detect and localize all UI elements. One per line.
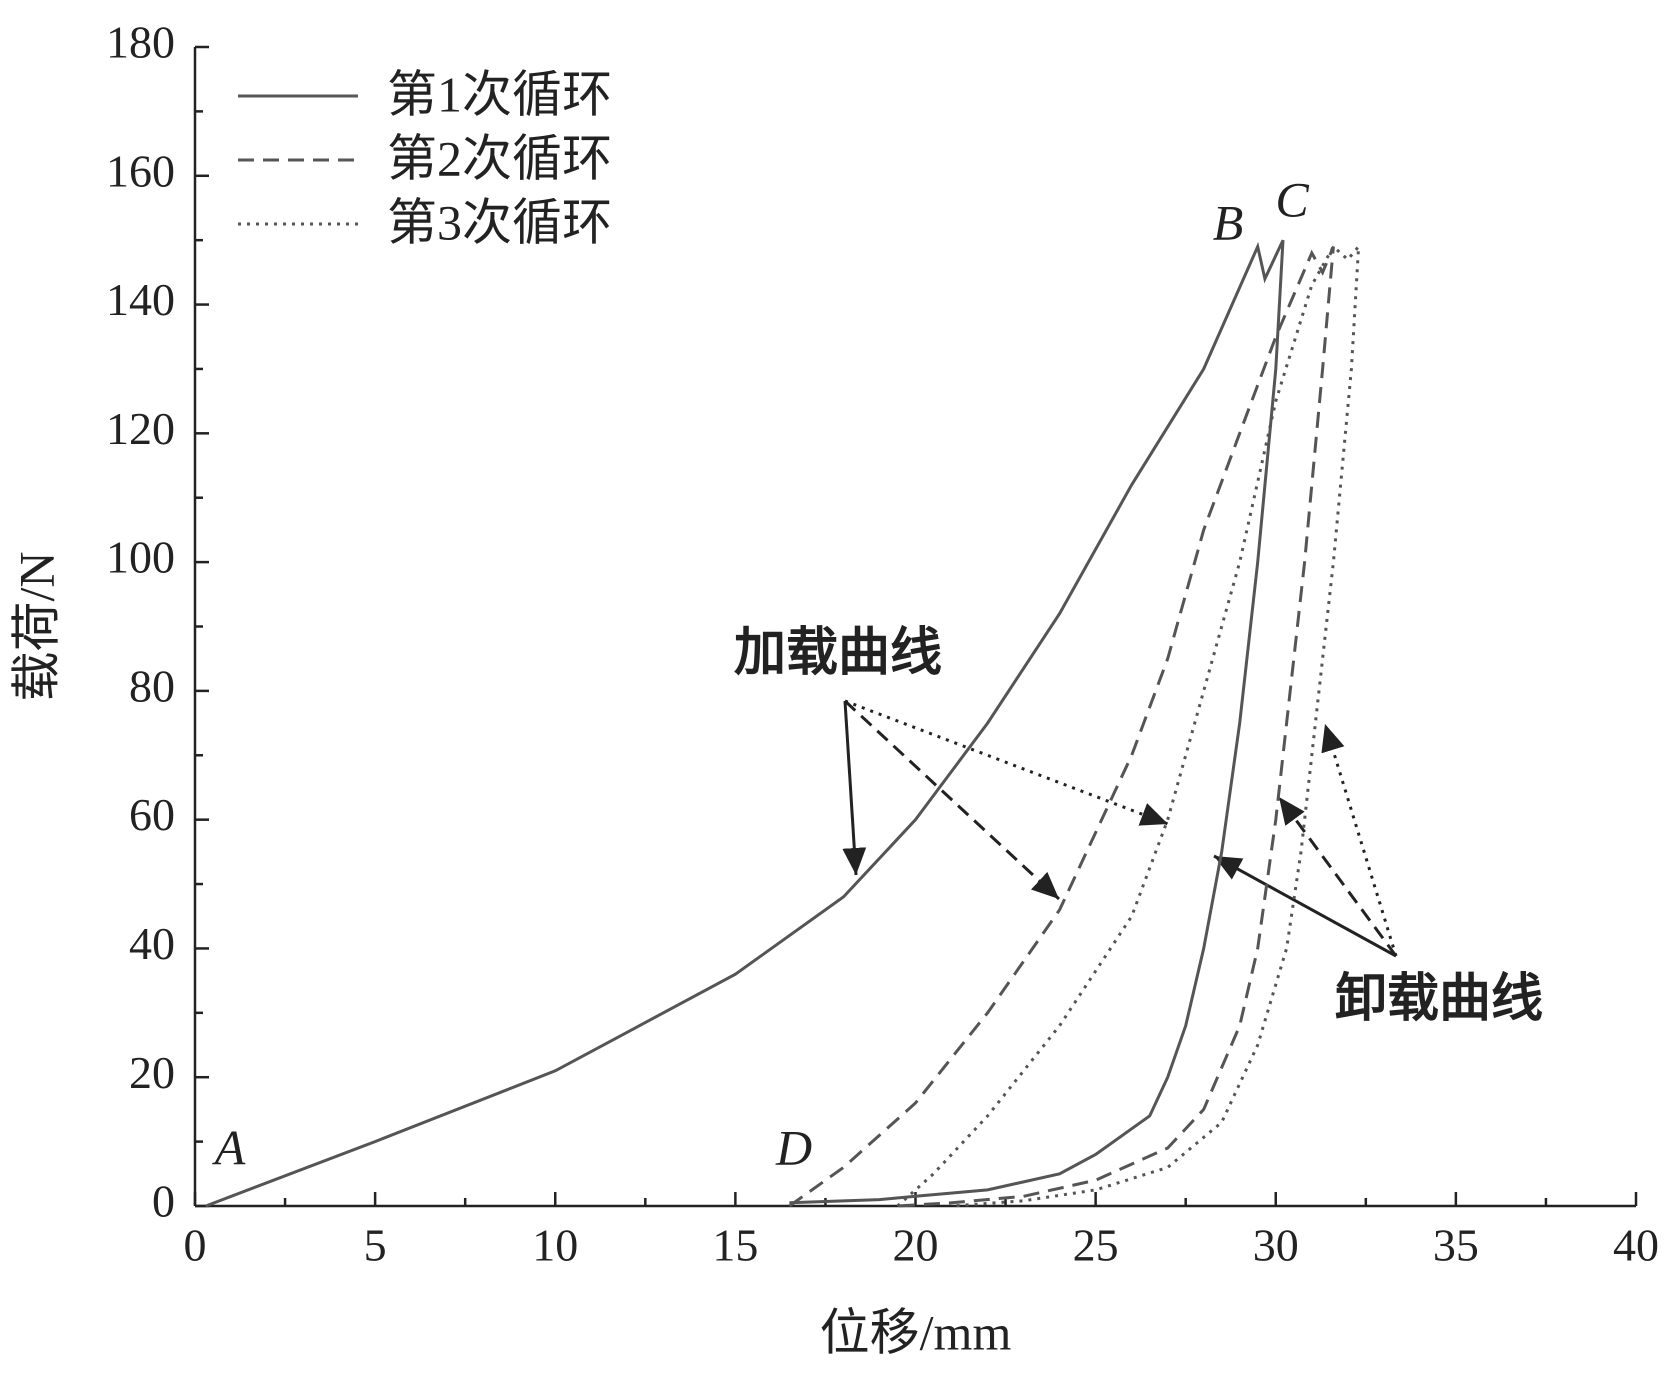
x-tick-label: 35 bbox=[1433, 1220, 1479, 1271]
x-tick-label: 40 bbox=[1613, 1220, 1659, 1271]
legend-label: 第2次循环 bbox=[387, 130, 612, 186]
annotation: B bbox=[1213, 194, 1244, 250]
annotation: C bbox=[1275, 171, 1309, 227]
y-tick-label: 180 bbox=[106, 17, 175, 68]
series-line bbox=[896, 242, 1361, 1208]
x-tick-label: 10 bbox=[532, 1220, 578, 1271]
y-tick-label: 160 bbox=[106, 145, 175, 196]
x-tick-label: 25 bbox=[1073, 1220, 1119, 1271]
y-tick-label: 40 bbox=[129, 918, 175, 969]
y-tick-label: 20 bbox=[129, 1047, 175, 1098]
annotation: D bbox=[775, 1119, 812, 1175]
arrow bbox=[842, 700, 867, 876]
x-tick-label: 0 bbox=[184, 1220, 207, 1271]
x-tick-label: 5 bbox=[364, 1220, 387, 1271]
series-line bbox=[788, 246, 1335, 1208]
y-tick-label: 80 bbox=[129, 660, 175, 711]
annotation: 加载曲线 bbox=[734, 623, 942, 683]
y-tick-label: 0 bbox=[152, 1176, 175, 1227]
arrow bbox=[1277, 796, 1398, 957]
x-axis-label: 位移/mm bbox=[820, 1304, 1012, 1360]
arrows bbox=[842, 699, 1398, 958]
arrow bbox=[843, 699, 1061, 901]
arrow bbox=[844, 699, 1169, 826]
arrow bbox=[1213, 854, 1397, 958]
legend-label: 第3次循环 bbox=[387, 194, 612, 250]
x-tick-label: 15 bbox=[712, 1220, 758, 1271]
y-tick-label: 100 bbox=[106, 532, 175, 583]
y-tick-label: 60 bbox=[129, 789, 175, 840]
x-tick-label: 30 bbox=[1253, 1220, 1299, 1271]
y-tick-label: 120 bbox=[106, 403, 175, 454]
series-line bbox=[205, 239, 1285, 1208]
x-tick-label: 20 bbox=[893, 1220, 939, 1271]
y-axis-label: 载荷/N bbox=[8, 552, 64, 702]
legend-label: 第1次循环 bbox=[387, 66, 612, 122]
y-tick-label: 140 bbox=[106, 274, 175, 325]
annotation: A bbox=[212, 1119, 246, 1175]
annotation: 卸载曲线 bbox=[1335, 969, 1543, 1029]
